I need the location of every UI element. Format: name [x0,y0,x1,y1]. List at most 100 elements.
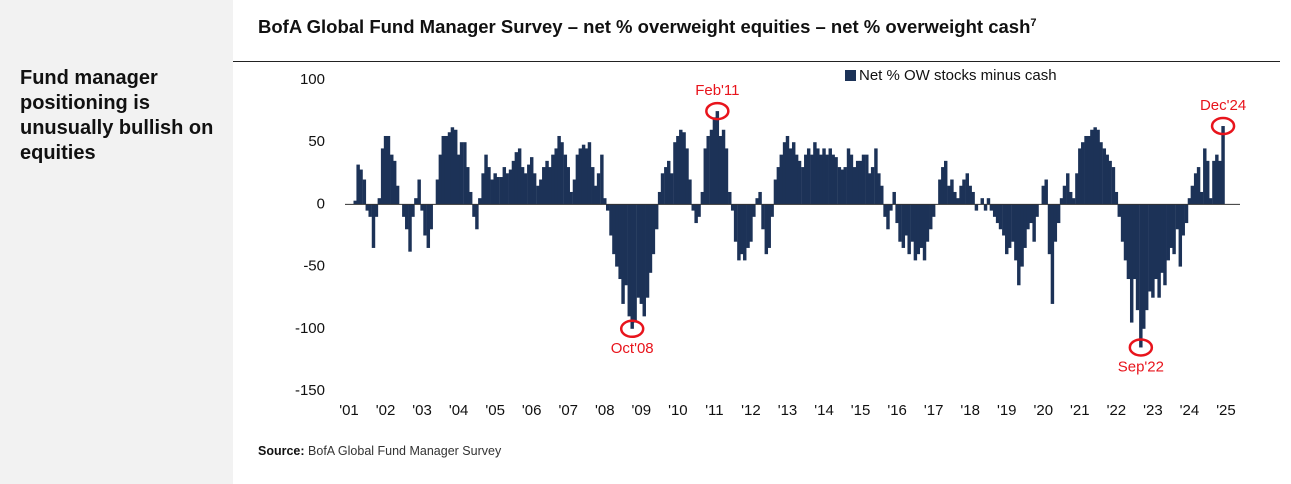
bar [733,204,738,242]
bar [1062,185,1067,205]
annotation-label: Oct'08 [611,340,654,357]
bar [925,204,930,242]
bar [587,142,592,205]
bar [584,148,589,205]
bar [728,191,732,205]
bar [1120,204,1125,242]
bar [797,160,802,205]
bar [600,154,604,205]
bar [995,204,1000,224]
bar [667,160,671,205]
bar [770,204,774,217]
bar [1087,135,1091,205]
bar [386,135,391,205]
bar [444,135,449,205]
bar [855,160,860,205]
bar [950,179,954,205]
bar [374,204,379,217]
bar [822,148,826,205]
bar [466,167,470,205]
bar [569,191,573,205]
x-tick-label: '19 [997,402,1017,419]
bar [1163,204,1167,286]
bar [560,142,564,205]
bar [730,204,735,211]
y-tick-label: 0 [317,195,325,212]
sidebar: Fund manager positioning is unusually bu… [0,0,233,484]
x-tick-label: '11 [705,402,723,419]
bar [383,135,388,205]
bar [660,173,665,205]
bar [1047,204,1052,255]
bar [612,204,616,255]
bar [362,179,367,205]
bar [499,177,504,205]
bar [405,204,409,230]
bar [843,167,847,205]
bar [648,204,653,273]
chart: 100 50 0 -50 -100 -150 '01 '02 '03 '04 '05 '06 '07 '0… [295,67,1246,419]
bar [849,154,854,205]
chart-title-box: BofA Global Fund Manager Survey – net % … [258,16,1037,38]
bar [1081,142,1085,205]
bar [392,160,397,205]
bar [621,204,625,304]
bar [947,185,951,205]
bar [1026,204,1030,230]
bar [402,204,406,217]
bar [913,204,918,261]
bar [508,169,513,205]
x-tick-label: '18 [960,402,980,419]
bar [651,204,656,255]
title-note: 7 [1030,16,1037,29]
bar [438,154,443,205]
bar [380,148,385,205]
y-tick-label: -50 [303,258,325,275]
x-tick-label: '13 [778,402,798,419]
bar [593,185,598,205]
bar [1032,204,1036,242]
bar [743,204,747,261]
bar [974,204,979,211]
bar [1056,204,1061,224]
annotation-circle [1210,116,1236,136]
bar [776,167,781,205]
bar [529,157,534,205]
bar [395,185,400,205]
bar [700,191,705,205]
bar [874,148,878,205]
bar [429,204,433,230]
bar [992,204,997,217]
bar [673,142,677,205]
x-tick-label: '25 [1216,402,1236,419]
bar [426,204,431,248]
bar [715,111,720,205]
bar [408,204,412,252]
bar [758,191,762,205]
bar [740,204,744,255]
bar [712,117,717,205]
bar [989,204,994,211]
annotation-circle [619,319,645,339]
bar [411,204,415,217]
bar [737,204,741,261]
bar [761,204,765,230]
bar [898,204,902,242]
bar [980,198,984,205]
bar [365,204,370,211]
bar [706,135,710,205]
bar [1093,127,1097,205]
bar [907,204,911,255]
bar [664,167,668,205]
bar [1005,204,1009,255]
bar [1203,148,1207,205]
bar [609,204,613,236]
bar [1208,198,1213,205]
bar [505,173,509,205]
bar [523,173,528,205]
x-tick-label: '06 [522,402,542,419]
bar [423,204,427,236]
bar [825,154,829,205]
bar [1215,154,1219,205]
bar [1023,204,1027,248]
